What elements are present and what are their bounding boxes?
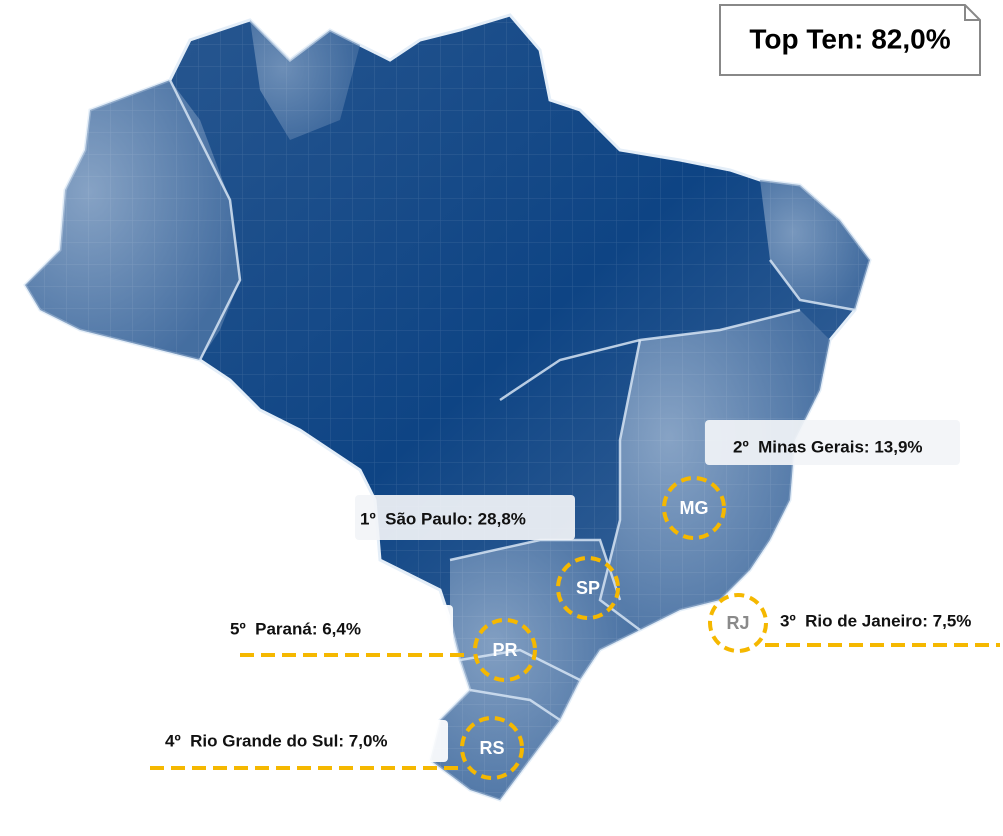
label-tag	[160, 720, 448, 762]
region-marker	[662, 476, 726, 540]
label-tag	[705, 420, 960, 465]
region-abbr: PR	[492, 640, 517, 660]
region-label: 1º São Paulo: 28,8%	[360, 509, 526, 528]
region-label: 4º Rio Grande do Sul: 7,0%	[165, 731, 388, 750]
region-label: 3º Rio de Janeiro: 7,5%	[780, 611, 971, 630]
region-abbr: SP	[576, 578, 600, 598]
label-tag	[225, 605, 453, 643]
region-marker	[473, 618, 537, 682]
region-marker	[556, 556, 620, 620]
summary-text: Top Ten: 82,0%	[749, 23, 950, 54]
region-marker	[708, 593, 768, 653]
label-tag	[355, 495, 575, 540]
region-label: 2º Minas Gerais: 13,9%	[733, 437, 923, 456]
region-abbr: RJ	[726, 613, 749, 633]
region-abbr: RS	[479, 738, 504, 758]
region-marker	[460, 716, 524, 780]
summary-box: Top Ten: 82,0%	[719, 4, 981, 76]
region-label: 5º Paraná: 6,4%	[230, 619, 361, 638]
region-abbr: MG	[680, 498, 709, 518]
